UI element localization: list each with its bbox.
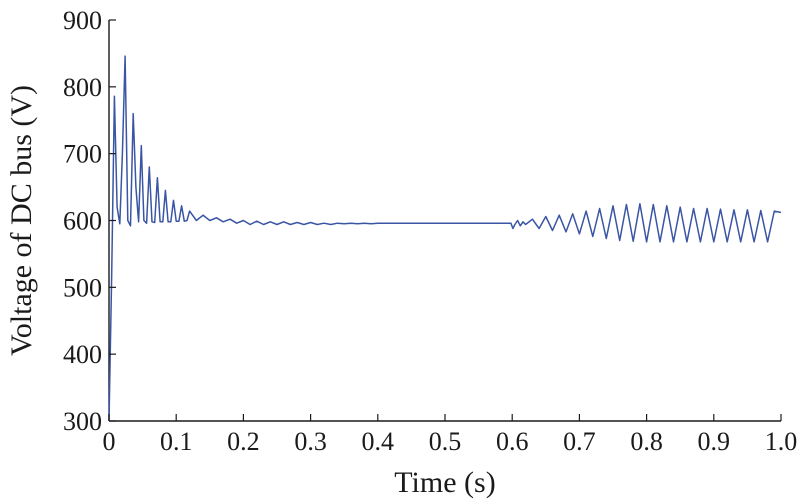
y-tick-label: 700 [63, 140, 102, 169]
x-tick-label: 0.6 [496, 427, 529, 456]
x-axis-title: Time (s) [394, 466, 495, 499]
series-line-dc-bus-voltage [108, 55, 782, 422]
y-axis: 300 400 500 600 700 800 900 [63, 6, 116, 436]
x-tick-label: 1.0 [765, 427, 798, 456]
y-tick-label: 800 [63, 73, 102, 102]
x-tick-label: 0 [103, 427, 116, 456]
y-tick-label: 500 [63, 273, 102, 302]
y-tick-label: 900 [63, 6, 102, 35]
x-tick-label: 0.5 [429, 427, 462, 456]
x-axis: 0 0.1 0.2 0.3 0.4 0.5 0.6 0.7 0.8 0.9 1.0 [103, 414, 798, 456]
y-tick-label: 300 [63, 407, 102, 436]
x-tick-label: 0.1 [160, 427, 193, 456]
y-tick-label: 400 [63, 340, 102, 369]
x-tick-label: 0.2 [227, 427, 260, 456]
x-tick-label: 0.9 [698, 427, 731, 456]
x-tick-label: 0.7 [563, 427, 596, 456]
y-axis-title: Voltage of DC bus (V) [5, 85, 38, 356]
x-tick-label: 0.3 [294, 427, 327, 456]
y-tick-label: 600 [63, 207, 102, 236]
x-tick-label: 0.4 [362, 427, 395, 456]
x-tick-label: 0.8 [630, 427, 663, 456]
